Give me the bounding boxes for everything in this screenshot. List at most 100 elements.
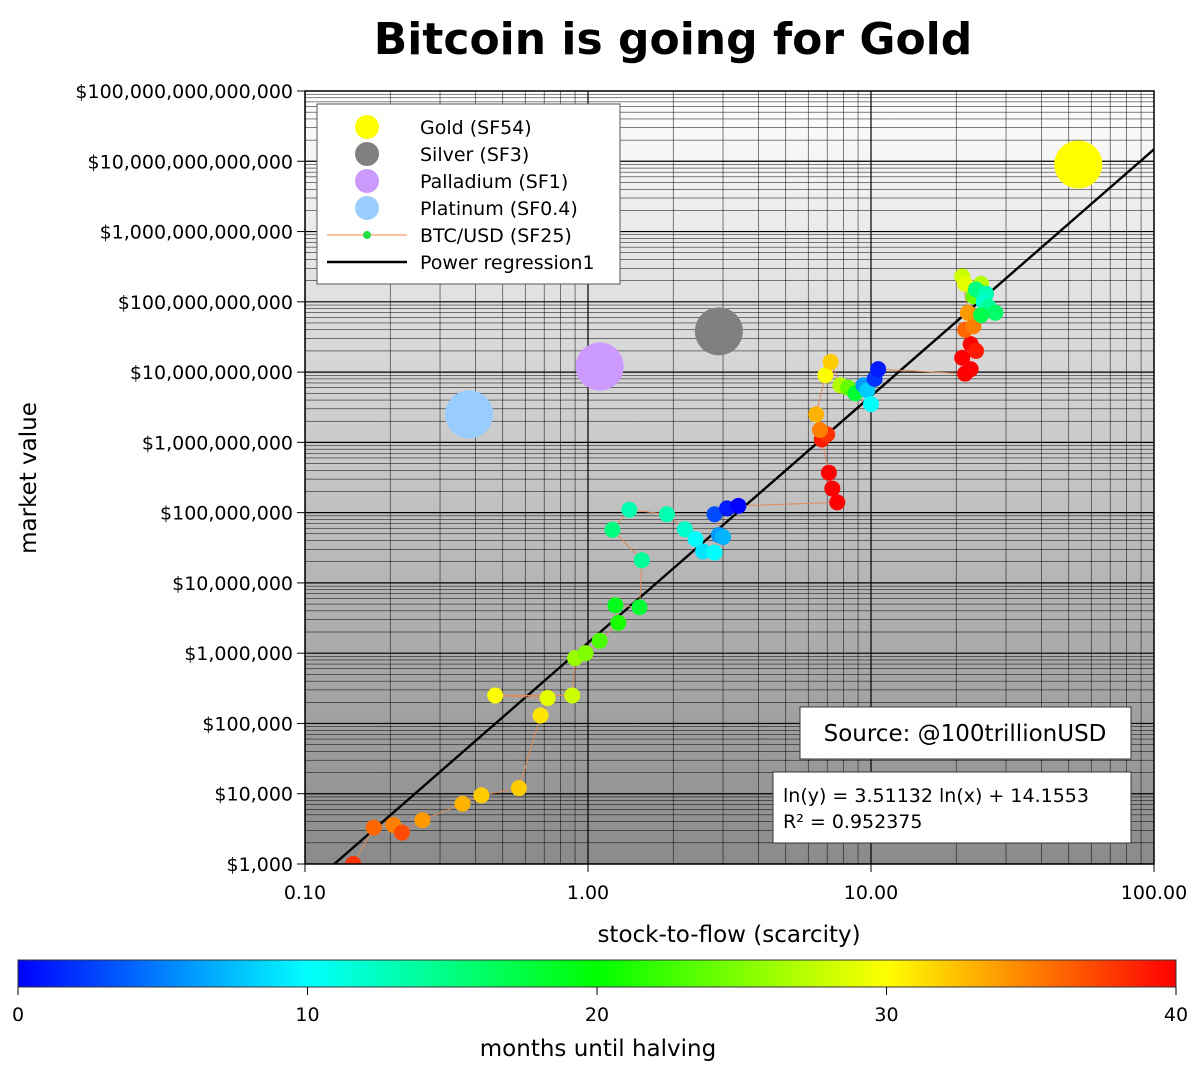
btc-point [973, 306, 990, 323]
legend-label: Silver (SF3) [420, 144, 529, 166]
legend-entry: Silver (SF3) [355, 142, 529, 166]
regression-r2: R² = 0.952375 [783, 811, 922, 833]
legend-entry: BTC/USD (SF25) [327, 225, 572, 247]
btc-point [962, 361, 979, 378]
x-tick-label: 1.00 [567, 882, 609, 904]
colorbar-tick-label: 0 [12, 1004, 24, 1026]
btc-point [393, 824, 410, 841]
y-tick-label: $10,000,000 [172, 573, 293, 595]
y-axis-ticks: $1,000 $10,000 $100,000 $1,000,000 $10,000,0… [75, 81, 305, 876]
btc-point [968, 342, 985, 359]
btc-point [631, 599, 648, 616]
btc-point [859, 382, 876, 399]
metal-point-platinum [445, 390, 494, 439]
btc-point [658, 506, 675, 523]
legend-label: Platinum (SF0.4) [420, 198, 578, 220]
y-axis-label: market value [16, 402, 42, 554]
btc-point [414, 812, 431, 829]
y-tick-label: $10,000,000,000 [130, 362, 293, 384]
x-tick-label: 10.00 [844, 882, 898, 904]
y-tick-label: $10,000,000,000,000 [88, 151, 293, 173]
y-tick-label: $1,000 [227, 854, 293, 876]
btc-series [345, 268, 1004, 864]
legend-label: Power regression1 [420, 252, 595, 274]
legend: Gold (SF54) Silver (SF3) Palladium (SF1) Pl… [316, 103, 621, 285]
btc-point [959, 304, 976, 321]
btc-point [808, 406, 825, 423]
btc-point [863, 396, 879, 413]
btc-point [954, 349, 971, 366]
x-tick-label: 100.00 [1121, 882, 1187, 904]
legend-entry: Platinum (SF0.4) [355, 196, 578, 220]
legend-marker [363, 231, 371, 239]
legend-entry: Gold (SF54) [355, 115, 532, 139]
x-axis-ticks: 0.10 1.00 10.00 100.00 [284, 864, 1187, 904]
x-axis-label: stock-to-flow (scarcity) [597, 922, 860, 948]
btc-point [811, 421, 828, 438]
colorbar-ticks: 0 10 20 30 40 [12, 987, 1188, 1026]
btc-point [965, 318, 982, 335]
metal-point-silver [694, 307, 743, 356]
legend-entry: Palladium (SF1) [355, 169, 568, 193]
btc-point [706, 506, 723, 523]
x-tick-label: 0.10 [284, 882, 326, 904]
btc-point [706, 544, 723, 561]
y-tick-label: $100,000,000,000 [118, 292, 293, 314]
regression-box: ln(y) = 3.51132 ln(x) + 14.1553 R² = 0.9… [772, 771, 1132, 844]
legend-label: BTC/USD (SF25) [420, 225, 572, 247]
regression-line [332, 148, 1154, 864]
btc-point [829, 494, 846, 511]
btc-point [676, 521, 693, 538]
legend-label: Palladium (SF1) [420, 171, 568, 193]
colorbar-tick-label: 20 [585, 1004, 609, 1026]
btc-point [715, 529, 732, 546]
metal-point-gold [1054, 140, 1103, 189]
plot-frame [304, 90, 1155, 865]
btc-point [730, 497, 747, 514]
btc-point [591, 632, 608, 649]
source-text: Source: @100trillionUSD [824, 721, 1107, 747]
btc-point [633, 552, 650, 569]
legend-marker [355, 142, 379, 166]
btc-point [987, 304, 1004, 321]
y-tick-label: $10,000 [214, 784, 293, 806]
regression-layer [332, 148, 1154, 864]
y-tick-label: $1,000,000,000,000 [100, 222, 293, 244]
legend-marker [355, 115, 379, 139]
btc-point [473, 787, 490, 804]
metals-series [445, 140, 1103, 439]
colorbar-tick-label: 40 [1164, 1004, 1188, 1026]
btc-point [365, 819, 382, 836]
btc-point [454, 795, 471, 812]
colorbar: 0 10 20 30 40 months until halving [12, 959, 1188, 1062]
colorbar-tick-label: 10 [295, 1004, 319, 1026]
btc-point [610, 614, 627, 631]
source-box: Source: @100trillionUSD [799, 706, 1132, 760]
btc-point [607, 597, 624, 614]
btc-point [824, 480, 841, 497]
colorbar-gradient [17, 959, 1177, 988]
btc-point [870, 361, 887, 378]
y-tick-label: $100,000,000 [160, 503, 293, 525]
legend-marker [355, 169, 379, 193]
colorbar-tick-label: 30 [874, 1004, 898, 1026]
btc-point [621, 501, 638, 518]
btc-point [695, 543, 712, 560]
legend-entry: Power regression1 [327, 252, 595, 274]
btc-point [577, 645, 594, 662]
colorbar-label: months until halving [480, 1036, 716, 1062]
btc-point [564, 687, 581, 704]
y-tick-label: $100,000,000,000,000 [75, 81, 293, 103]
btc-point [487, 687, 504, 704]
btc-point [532, 707, 549, 724]
metal-point-palladium [575, 342, 624, 391]
y-tick-label: $1,000,000 [184, 643, 293, 665]
btc-point [345, 856, 362, 864]
chart-title: Bitcoin is going for Gold [374, 14, 973, 65]
btc-point [822, 353, 839, 370]
y-tick-label: $100,000 [202, 713, 293, 735]
legend-marker [355, 196, 379, 220]
btc-point [817, 367, 834, 384]
y-tick-label: $1,000,000,000 [142, 432, 293, 454]
